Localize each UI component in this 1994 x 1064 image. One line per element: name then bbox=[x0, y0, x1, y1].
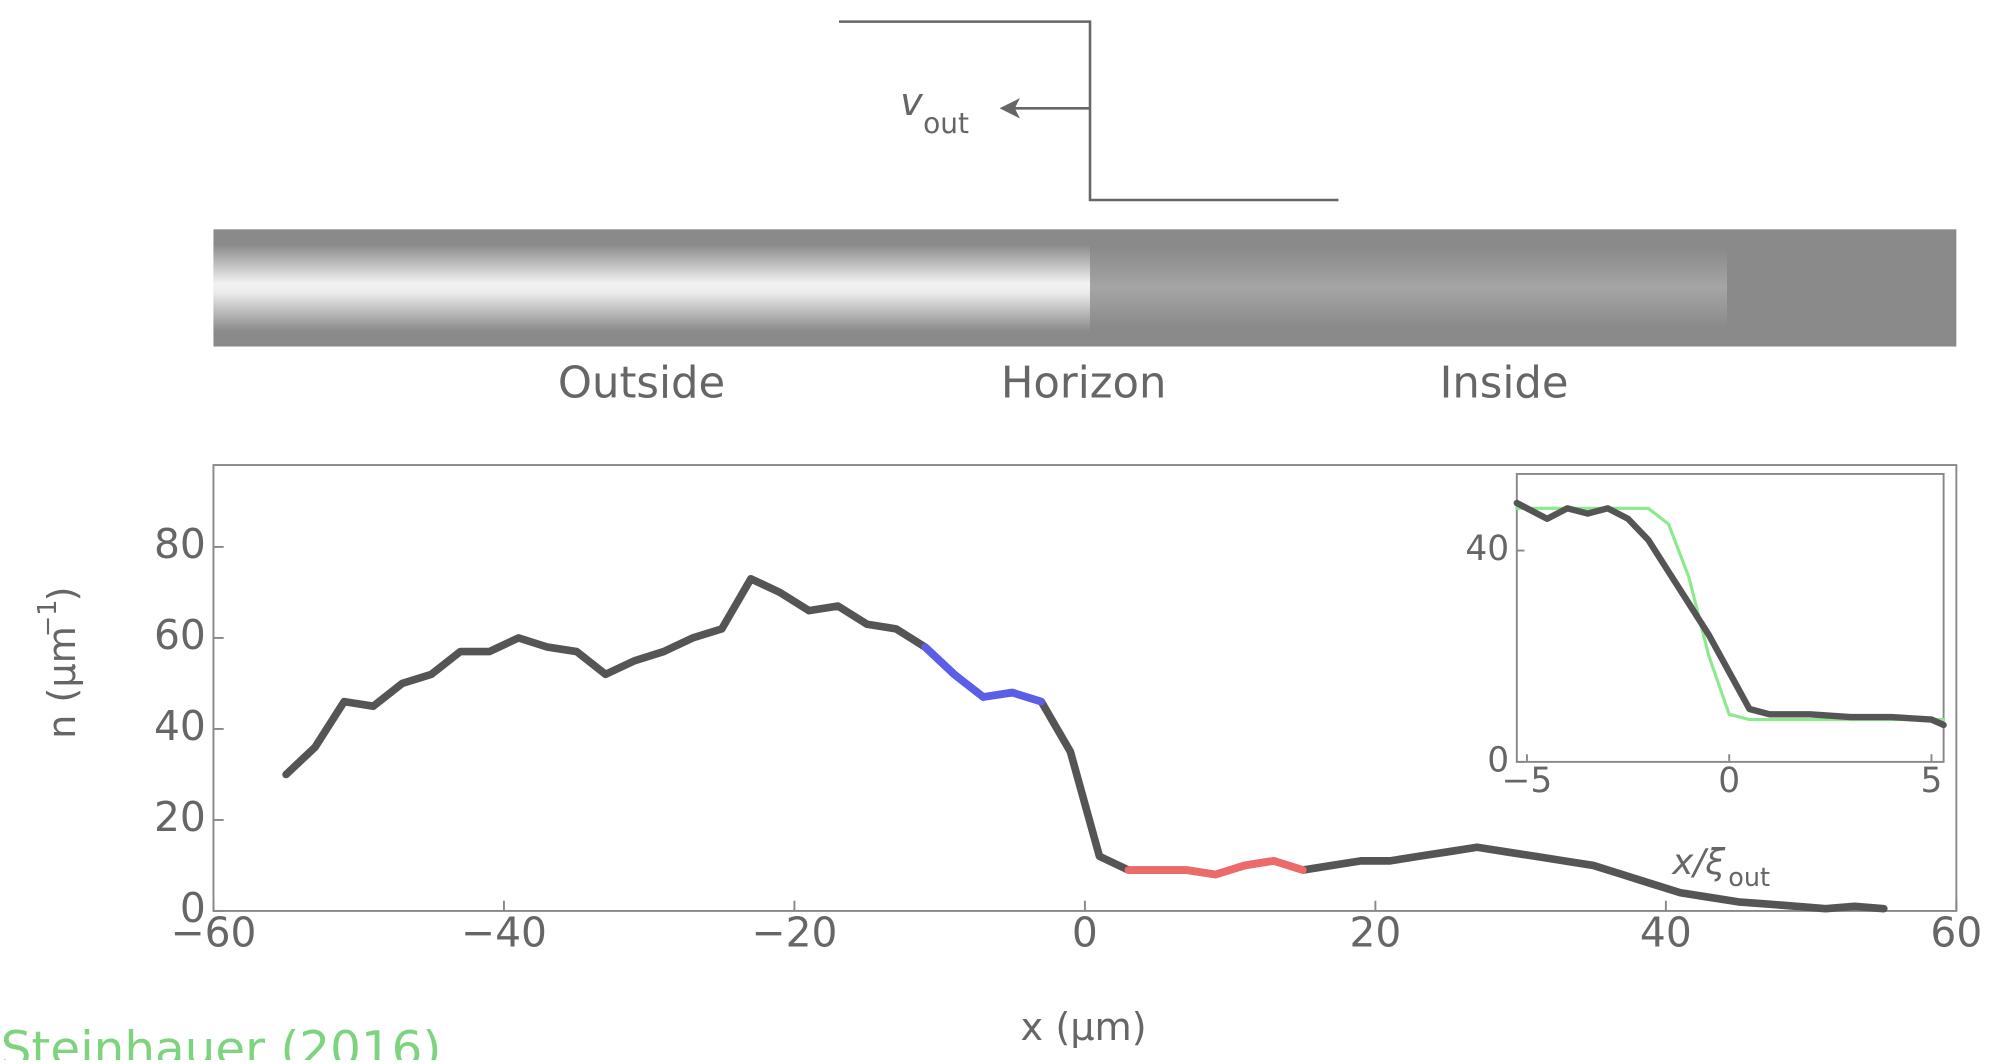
step-diagram: v out bbox=[839, 22, 1338, 200]
y-tick-label: 80 bbox=[154, 520, 206, 568]
inset-x-label-sub: out bbox=[1728, 863, 1770, 893]
x-tick-label: −40 bbox=[461, 908, 547, 956]
y-tick-label: 40 bbox=[1465, 529, 1509, 569]
region-label: Outside bbox=[558, 359, 725, 409]
x-tick-label: 60 bbox=[1930, 908, 1982, 956]
y-axis-label-group: n (µm −1 ) bbox=[33, 586, 85, 739]
x-tick-label: 5 bbox=[1921, 761, 1943, 801]
x-tick-label: 40 bbox=[1640, 908, 1692, 956]
data-line bbox=[1128, 861, 1302, 875]
region-label: Inside bbox=[1440, 359, 1569, 409]
y-tick-label: 40 bbox=[154, 702, 206, 750]
y-tick-label: 20 bbox=[154, 793, 206, 841]
velocity-label: v bbox=[900, 81, 924, 125]
x-tick-label: 0 bbox=[1718, 761, 1740, 801]
y-tick-label: 0 bbox=[1487, 740, 1509, 780]
image-strip bbox=[213, 229, 1956, 346]
inset-x-label: x/ξ bbox=[1671, 842, 1726, 883]
velocity-sub: out bbox=[923, 107, 969, 140]
x-axis-label: x (µm) bbox=[1021, 1006, 1147, 1050]
x-tick-label: −5 bbox=[1502, 761, 1553, 801]
y-axis-label-end: ) bbox=[41, 586, 85, 601]
y-axis-label-sup: −1 bbox=[33, 599, 63, 637]
dim-band bbox=[1090, 248, 1727, 327]
y-tick-label: 0 bbox=[180, 884, 206, 932]
bright-band bbox=[213, 245, 1090, 332]
x-tick-label: −20 bbox=[751, 908, 837, 956]
region-label: Horizon bbox=[1001, 359, 1167, 409]
x-tick-label: 20 bbox=[1349, 908, 1401, 956]
y-axis-label: n (µm bbox=[41, 626, 85, 739]
x-tick-label: 0 bbox=[1072, 908, 1098, 956]
caption: Steinhauer (2016) bbox=[1, 1021, 442, 1060]
figure: v out Outside Horizon Inside x (µm) n (µ… bbox=[0, 0, 1994, 1060]
data-line bbox=[925, 647, 1041, 702]
y-tick-label: 60 bbox=[154, 611, 206, 659]
